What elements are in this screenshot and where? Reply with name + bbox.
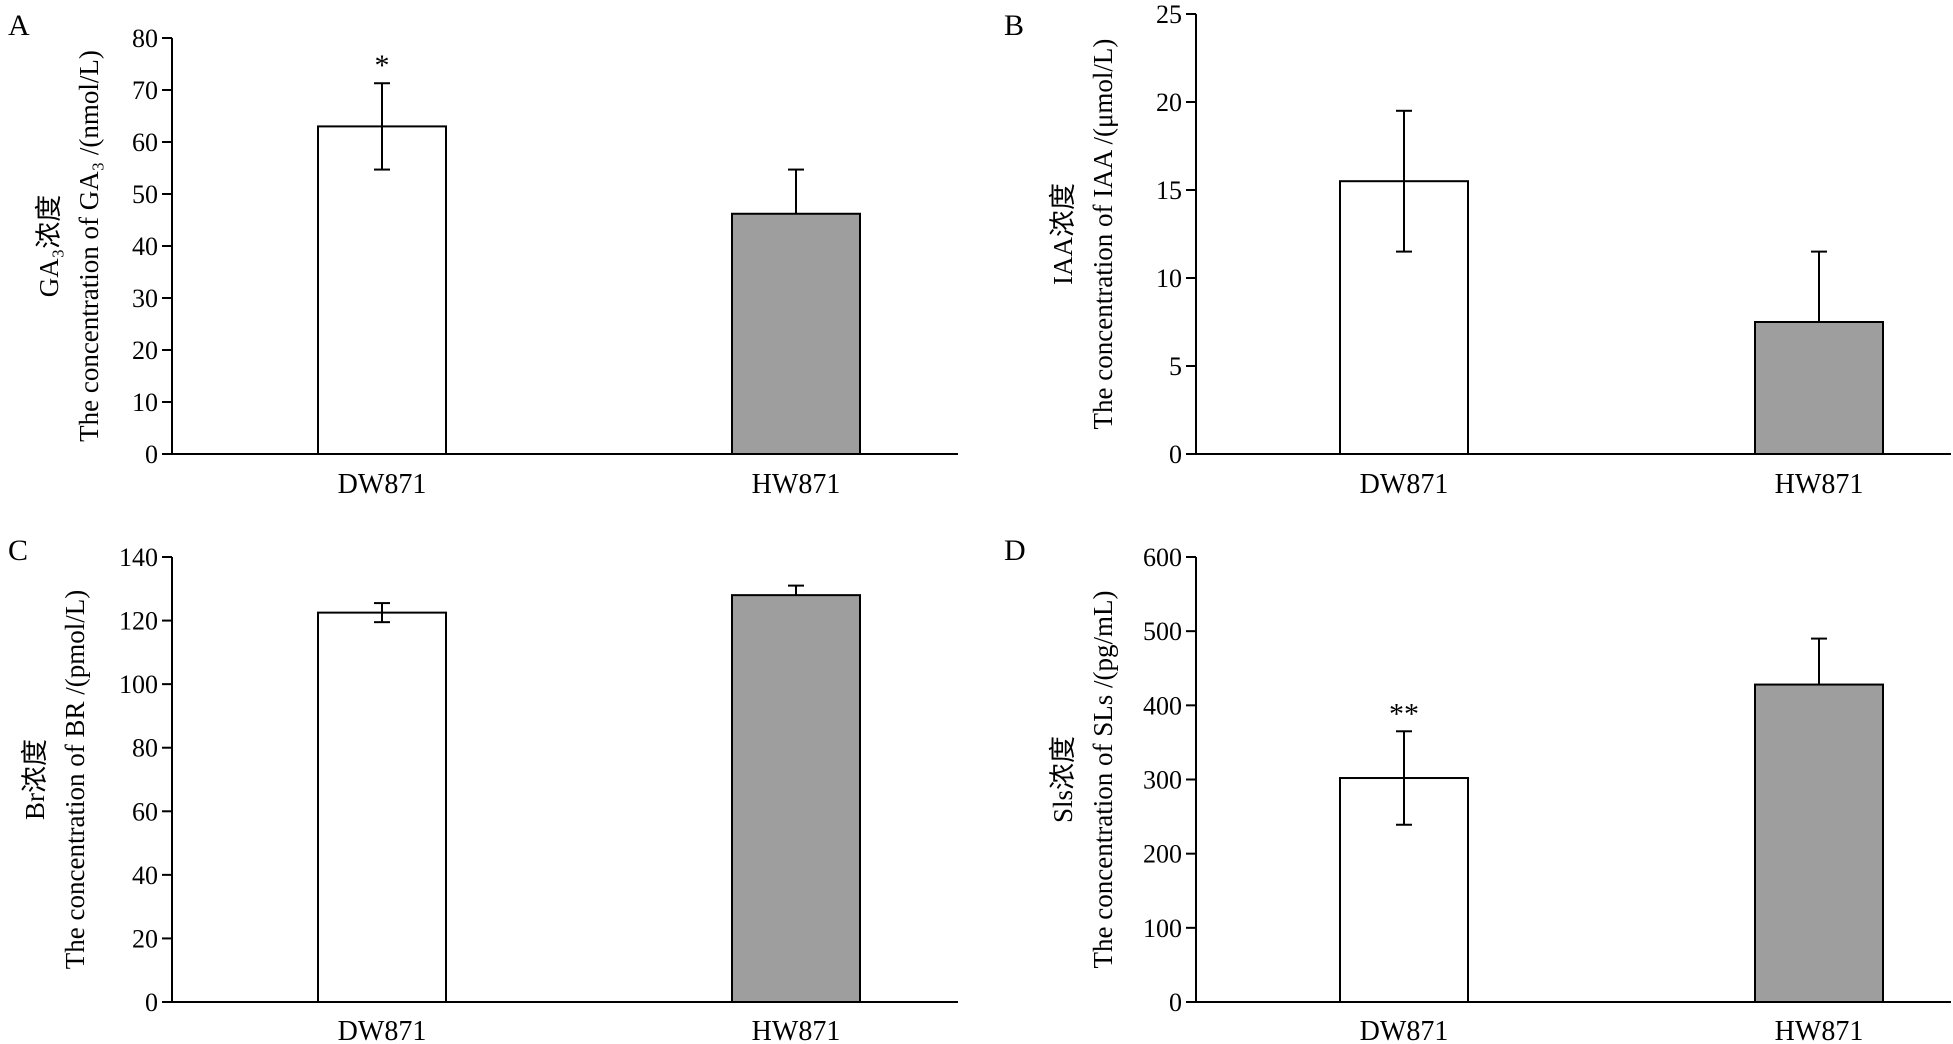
y-tick-label: 100	[1143, 914, 1182, 943]
y-tick-label: 200	[1143, 840, 1182, 869]
y-tick-label: 120	[119, 607, 158, 636]
y-tick-label: 5	[1169, 352, 1182, 381]
bar-hw871	[731, 594, 861, 1004]
y-tick-label: 15	[1156, 176, 1182, 205]
y-tick-label: 20	[1156, 88, 1182, 117]
x-category-label: HW871	[1775, 469, 1864, 500]
bar-hw871	[1754, 683, 1884, 1003]
y-tick-label: 100	[119, 670, 158, 699]
bar-hw871	[1754, 321, 1884, 455]
y-tick-label: 20	[132, 924, 158, 953]
y-tick-label: 400	[1143, 691, 1182, 720]
y-tick-label: 80	[132, 24, 158, 53]
y-tick-label: 30	[132, 284, 158, 313]
panel-d: D 0 100 200 300 400 500 600 ** DW871 HW871 Sls浓度 The…	[1004, 534, 1951, 1044]
bar-dw871	[317, 611, 447, 1003]
x-category-label: DW871	[1360, 469, 1449, 500]
y-tick-label: 40	[132, 232, 158, 261]
y-tick-label: 0	[1169, 440, 1182, 469]
bar-hw871	[731, 212, 861, 455]
y-tick-label: 50	[132, 180, 158, 209]
x-category-label: DW871	[338, 1016, 427, 1044]
y-tick-label: 80	[132, 734, 158, 763]
y-tick-label: 600	[1143, 543, 1182, 572]
y-tick-label: 300	[1143, 766, 1182, 795]
panel-c: C 0 20 40 60 80 100 120 140 DW871 HW871 Br浓度 The con…	[8, 534, 958, 1044]
y-tick-label: 0	[1169, 988, 1182, 1017]
y-axis-label-en: The concentration of IAA /(μmol/L)	[1088, 39, 1118, 430]
y-axis-label-cn: IAA浓度	[1048, 183, 1078, 285]
y-tick-label: 70	[132, 76, 158, 105]
panel-a: A 0 10 20 30 40 50 60 70 80 * DW871 HW871 GA₃浓度 The co…	[8, 9, 958, 500]
y-axis-label-cn: Br浓度	[20, 739, 50, 820]
y-axis-label-cn: GA₃浓度	[34, 195, 64, 297]
panel-letter: D	[1004, 534, 1026, 567]
panel-letter: B	[1004, 9, 1024, 42]
y-tick-label: 500	[1143, 617, 1182, 646]
panel-letter: C	[8, 534, 28, 567]
y-tick-label: 60	[132, 797, 158, 826]
x-category-label: DW871	[1360, 1016, 1449, 1044]
x-category-label: HW871	[1775, 1016, 1864, 1044]
bar-dw871	[317, 125, 447, 456]
y-tick-label: 60	[132, 128, 158, 157]
y-tick-label: 40	[132, 861, 158, 890]
y-axis-label-cn: Sls浓度	[1048, 736, 1078, 823]
y-axis-label-en: The concentration of GA₃ /(nmol/L)	[74, 50, 104, 442]
y-tick-label: 10	[1156, 264, 1182, 293]
x-category-label: HW871	[752, 469, 841, 500]
significance-marker: *	[375, 49, 390, 82]
x-category-label: DW871	[338, 469, 427, 500]
x-category-label: HW871	[752, 1016, 841, 1044]
y-tick-label: 140	[119, 543, 158, 572]
y-tick-label: 0	[145, 440, 158, 469]
panel-letter: A	[8, 9, 30, 42]
y-axis-label-en: The concentration of SLs /(pg/mL)	[1088, 591, 1118, 969]
y-tick-label: 20	[132, 336, 158, 365]
panel-b: B 0 5 10 15 20 25 DW871 HW871 IAA浓度 The concentrat…	[1004, 0, 1951, 500]
y-tick-label: 25	[1156, 0, 1182, 29]
y-tick-label: 0	[145, 988, 158, 1017]
significance-marker: **	[1389, 697, 1419, 730]
y-axis-label-en: The concentration of BR /(pmol/L)	[60, 590, 90, 969]
y-tick-label: 10	[132, 388, 158, 417]
